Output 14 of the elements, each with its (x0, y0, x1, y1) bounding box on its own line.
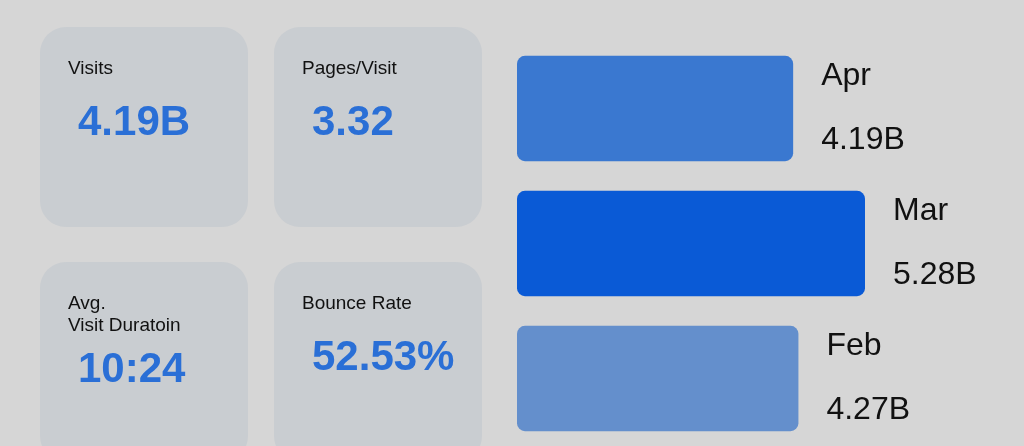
data-label: 4.19B (821, 120, 905, 157)
text: 10:24 (77, 344, 187, 392)
y-tick-label: Apr (821, 56, 872, 93)
text: Bounce Rate (302, 292, 413, 314)
y-tick-label: Feb (826, 326, 882, 363)
text: 3.32 (311, 97, 395, 145)
text: Visits (68, 57, 115, 79)
text: 4.19B (77, 97, 192, 145)
text: Avg. Visit Duratoin (68, 292, 182, 336)
text: Pages/Visit (302, 57, 398, 79)
text: 52.53% (311, 332, 456, 380)
y-tick-label: Mar (893, 191, 949, 228)
data-label: 4.27B (826, 390, 911, 427)
data-label: 5.28B (893, 255, 977, 292)
